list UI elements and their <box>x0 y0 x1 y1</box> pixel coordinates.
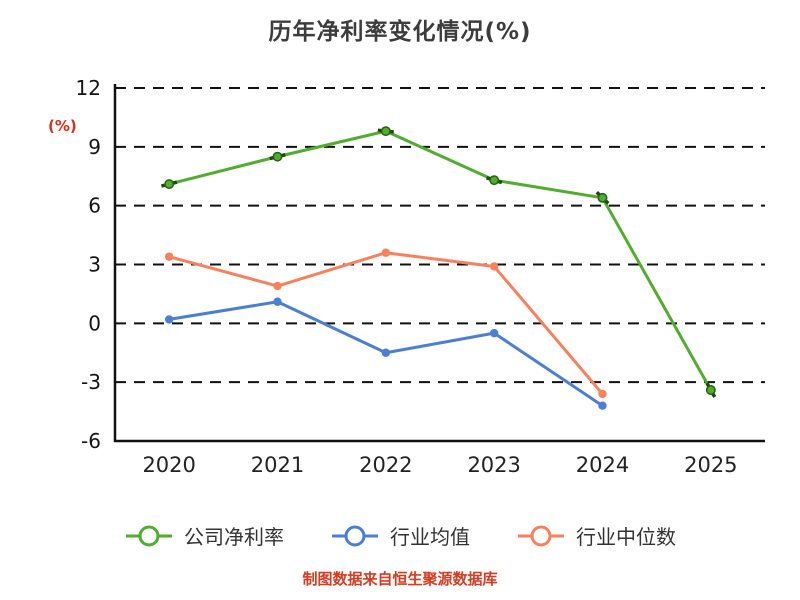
data-point-marker <box>489 262 499 271</box>
plot-area: 12 9 6 3 0 -3 -6 2020 2021 2022 2023 2024 2025 <box>76 76 765 477</box>
y-tick-label: 0 <box>88 311 101 335</box>
x-tick-label: 2024 <box>576 453 629 477</box>
data-point-marker <box>273 281 282 291</box>
y-tick-label: 9 <box>88 135 101 159</box>
legend-item: 行业中位数 <box>516 521 676 550</box>
legend-label: 行业均值 <box>390 525 470 549</box>
data-point-marker <box>164 252 174 261</box>
legend-item: 行业均值 <box>330 521 470 550</box>
legend-marker-icon <box>518 525 564 546</box>
y-tick-label: 6 <box>88 194 101 218</box>
y-tick-label: 12 <box>76 76 101 100</box>
data-point-marker <box>381 248 391 257</box>
x-tick-label: 2025 <box>684 453 737 477</box>
chart-title: 历年净利率变化情况(%) <box>268 19 532 45</box>
x-tick-label: 2023 <box>467 453 520 477</box>
legend: 公司净利率 行业均值 行业中位数 <box>0 521 800 550</box>
legend-marker-icon <box>126 525 172 546</box>
y-tick-label: -3 <box>81 370 101 394</box>
legend-item: 公司净利率 <box>124 521 284 550</box>
legend-label: 行业中位数 <box>576 525 676 549</box>
x-tick-label: 2020 <box>142 453 195 477</box>
y-tick-label: -6 <box>81 429 101 453</box>
y-tick-label: 3 <box>88 253 101 277</box>
data-point-marker <box>272 151 283 162</box>
data-point-marker <box>598 389 607 399</box>
data-point-marker <box>489 328 499 338</box>
data-point-marker <box>598 401 607 410</box>
x-tick-label: 2022 <box>359 453 412 477</box>
legend-label: 公司净利率 <box>184 525 284 549</box>
data-point-marker <box>705 385 716 395</box>
y-axis-unit-label: (%) <box>48 117 77 135</box>
x-tick-label: 2021 <box>251 453 304 477</box>
legend-marker-icon <box>332 525 378 546</box>
data-point-marker <box>381 348 391 357</box>
series-line <box>167 129 713 392</box>
data-point-marker <box>273 297 282 306</box>
data-point-marker <box>489 175 500 186</box>
data-point-marker <box>164 179 175 190</box>
data-point-marker <box>597 192 608 203</box>
data-point-marker <box>164 315 174 324</box>
data-source-note: 制图数据来自恒生聚源数据库 <box>302 570 498 588</box>
data-point-marker <box>380 126 391 137</box>
